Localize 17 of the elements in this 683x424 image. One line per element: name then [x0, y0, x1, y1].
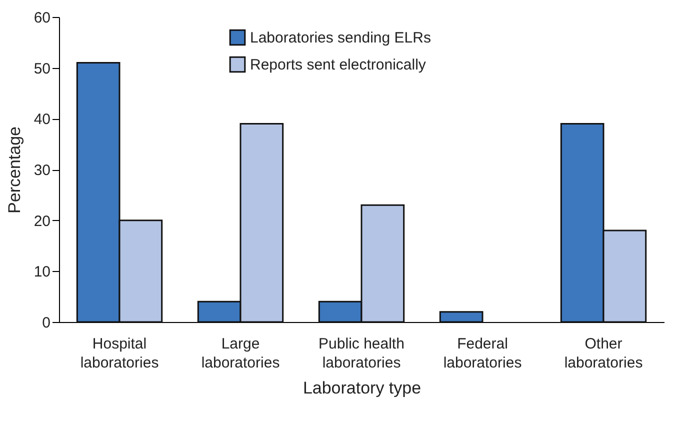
- x-tick-label: Public health laboratories: [318, 336, 404, 372]
- y-axis-title: Percentage: [4, 126, 24, 214]
- x-tick-label: Other laboratories: [564, 336, 643, 372]
- y-tick-label: 60: [34, 10, 50, 26]
- x-tick-label: Hospital laboratories: [80, 336, 159, 372]
- y-tick-label: 30: [34, 162, 50, 179]
- legend-label: Laboratories sending ELRs: [250, 30, 431, 46]
- y-tick-label: 0: [42, 314, 50, 332]
- y-tick-label: 40: [34, 111, 50, 128]
- legend-label: Reports sent electronically: [250, 56, 426, 74]
- x-tick-label: Large laboratories: [201, 336, 280, 372]
- y-tick-label: 20: [34, 212, 50, 230]
- x-axis-title: Laboratory type: [302, 378, 422, 398]
- y-tick-label: 10: [34, 264, 50, 281]
- y-tick-label: 50: [34, 60, 50, 78]
- x-tick-label: Federal laboratories: [443, 336, 522, 372]
- bar: [439, 311, 484, 323]
